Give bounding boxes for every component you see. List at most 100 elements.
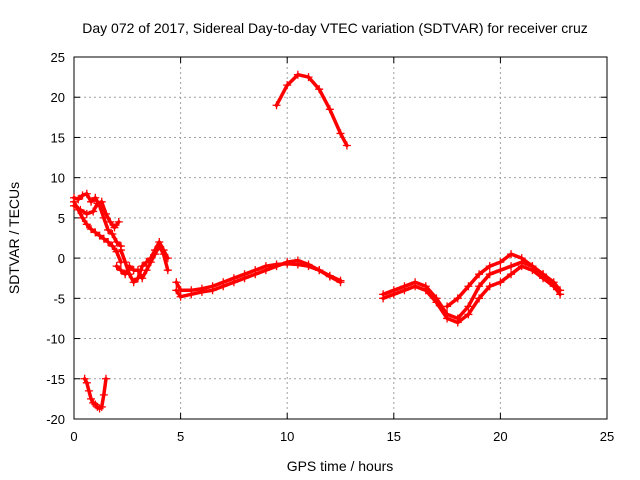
data-point xyxy=(87,394,96,403)
series-arc-l xyxy=(443,250,548,311)
data-point xyxy=(142,266,151,275)
data-point xyxy=(400,286,409,295)
data-point xyxy=(293,70,302,79)
data-point xyxy=(496,258,505,267)
y-tick-label: 10 xyxy=(51,171,65,186)
data-point xyxy=(121,258,130,267)
data-point xyxy=(110,223,119,232)
data-point xyxy=(70,193,78,202)
data-point xyxy=(82,220,91,229)
data-point xyxy=(87,225,96,234)
series-arc-k xyxy=(379,262,565,327)
data-point xyxy=(187,290,196,299)
y-tick-label: 0 xyxy=(58,251,65,266)
data-point xyxy=(325,272,334,281)
data-point xyxy=(304,73,313,82)
data-point xyxy=(208,286,217,295)
data-point xyxy=(99,234,108,243)
y-tick-label: 5 xyxy=(58,211,65,226)
plot-frame xyxy=(73,56,608,420)
data-point xyxy=(272,101,281,110)
series-trail xyxy=(119,240,170,284)
data-point xyxy=(507,270,516,279)
x-tick-label: 20 xyxy=(493,429,507,444)
data-point xyxy=(172,278,181,287)
data-point xyxy=(496,278,505,287)
data-point xyxy=(97,402,106,411)
data-point xyxy=(78,191,87,200)
x-tick-label: 10 xyxy=(280,429,294,444)
data-point xyxy=(556,290,565,299)
data-point xyxy=(89,207,98,216)
tick-labels: 0 5 10 15 20 25 -20 -15 -10 -5 0 5 10 15 20 25 xyxy=(46,50,614,444)
data-point xyxy=(261,266,270,275)
y-tick-label: 15 xyxy=(51,130,65,145)
x-tick-label: 15 xyxy=(387,429,401,444)
y-axis-label: SDTVAR / TECUs xyxy=(6,182,22,294)
data-point xyxy=(283,258,292,267)
data-point xyxy=(146,254,155,263)
series-arc-a xyxy=(70,197,125,267)
data-point xyxy=(336,129,345,138)
data-point xyxy=(101,209,110,218)
data-point xyxy=(163,266,172,275)
data-point xyxy=(342,141,351,150)
y-tick-label: -15 xyxy=(46,372,65,387)
data-point xyxy=(389,290,398,299)
y-tick-label: 20 xyxy=(51,90,65,105)
data-point xyxy=(443,302,452,311)
data-point xyxy=(315,266,324,275)
data-point xyxy=(507,262,516,271)
data-point xyxy=(485,262,494,271)
data-point xyxy=(84,386,93,395)
data-point xyxy=(104,225,113,234)
series-trail xyxy=(72,200,123,264)
data-point xyxy=(485,282,494,291)
data-point xyxy=(496,266,505,275)
data-point xyxy=(91,193,100,202)
data-point xyxy=(517,254,526,263)
data-point xyxy=(138,262,147,271)
data-point xyxy=(112,238,121,247)
data-point xyxy=(93,199,102,208)
data-points xyxy=(70,70,565,413)
data-point xyxy=(172,286,181,295)
data-point xyxy=(129,278,138,287)
x-tick-label: 5 xyxy=(177,429,184,444)
data-point xyxy=(99,390,108,399)
series-arc-h xyxy=(172,256,345,301)
x-axis-label: GPS time / hours xyxy=(287,458,394,474)
data-point xyxy=(80,374,89,383)
data-point xyxy=(112,262,121,271)
data-point xyxy=(176,292,185,301)
data-point xyxy=(163,254,172,263)
data-point xyxy=(142,258,151,267)
data-point xyxy=(95,231,104,240)
data-point xyxy=(108,229,117,238)
data-point xyxy=(336,278,345,287)
y-tick-label: 25 xyxy=(51,50,65,65)
data-point xyxy=(108,242,117,251)
data-point xyxy=(507,250,516,259)
data-point xyxy=(82,189,91,198)
data-point xyxy=(283,81,292,90)
data-point xyxy=(74,195,83,204)
data-point xyxy=(304,260,313,269)
data-point xyxy=(82,378,91,387)
data-point xyxy=(464,310,473,319)
data-point xyxy=(453,318,462,327)
x-tick-label: 25 xyxy=(600,429,614,444)
series-arc-f xyxy=(80,374,110,413)
data-point xyxy=(272,262,281,271)
data-point xyxy=(464,302,473,311)
series-arc-i xyxy=(272,70,351,150)
grid xyxy=(74,57,607,419)
data-point xyxy=(155,238,164,247)
data-point xyxy=(116,246,125,255)
data-point xyxy=(97,197,106,206)
data-point xyxy=(104,238,113,247)
data-point xyxy=(325,105,334,114)
data-point xyxy=(293,256,302,265)
x-tick-label: 0 xyxy=(70,429,77,444)
series-arc-c xyxy=(70,197,123,232)
